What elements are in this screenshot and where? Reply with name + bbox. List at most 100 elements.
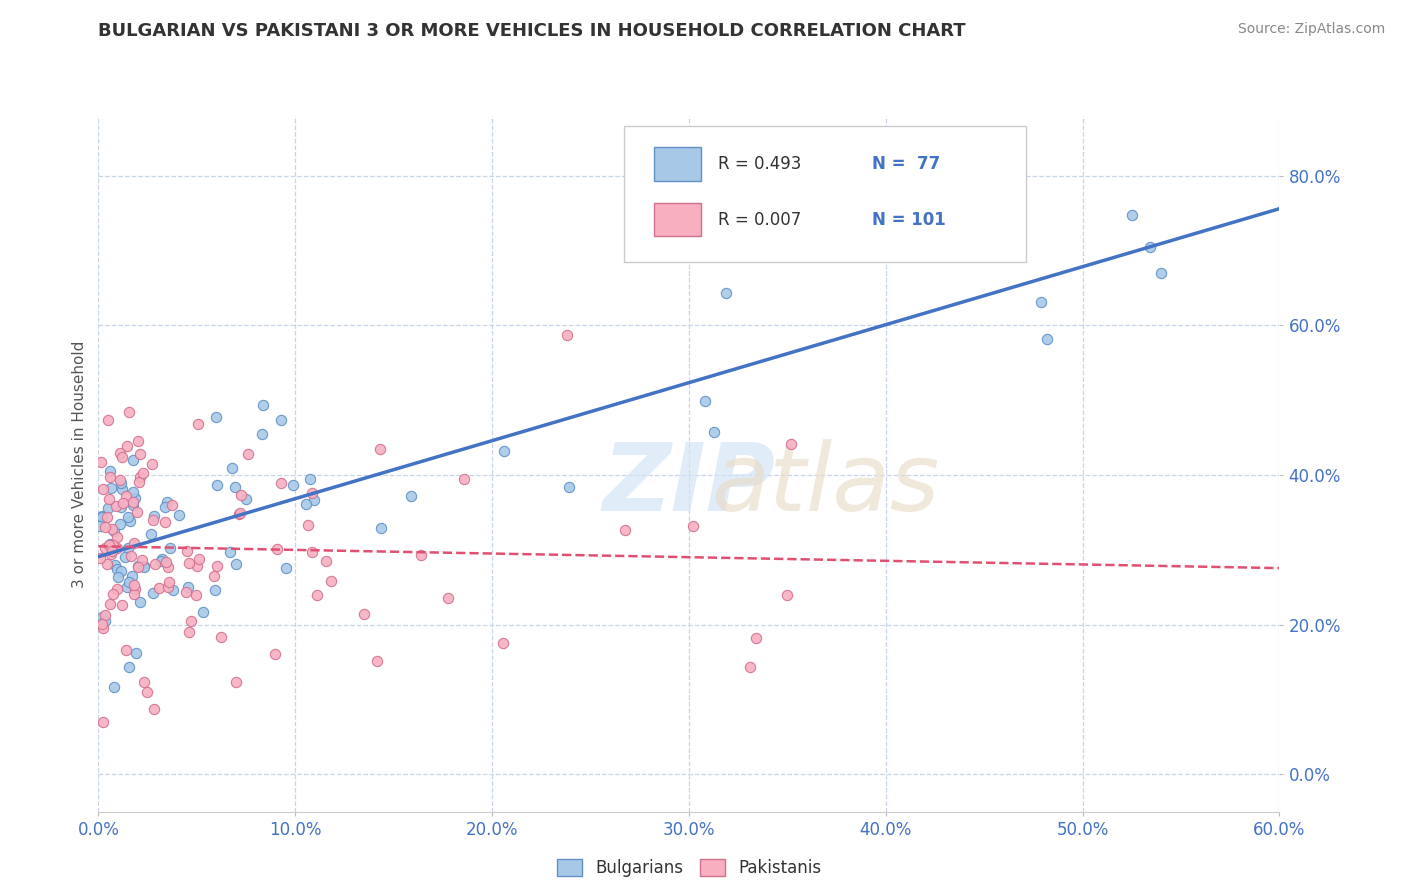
Point <box>96 412 118 426</box>
Point <box>115 439 138 453</box>
Point <box>321 574 343 588</box>
Point <box>148 582 170 596</box>
Point <box>115 489 138 503</box>
Text: N =  77: N = 77 <box>872 155 941 173</box>
Point <box>177 556 200 570</box>
Point <box>202 568 225 582</box>
Point <box>180 614 202 628</box>
Point <box>205 559 228 574</box>
Point <box>159 574 181 589</box>
Point <box>104 558 127 572</box>
Point <box>118 659 141 673</box>
Point <box>142 701 165 715</box>
Point <box>118 405 141 419</box>
Point <box>136 685 159 699</box>
Point <box>132 559 155 574</box>
Point <box>492 635 515 649</box>
Point <box>101 538 124 552</box>
Point <box>453 472 475 486</box>
Point <box>155 515 177 529</box>
FancyBboxPatch shape <box>624 127 1025 262</box>
Point <box>98 597 121 611</box>
Point <box>224 480 246 494</box>
Point <box>91 482 114 496</box>
Point <box>128 475 150 490</box>
Point <box>105 529 128 543</box>
Point <box>353 607 375 621</box>
Point <box>110 476 132 491</box>
Point <box>370 521 392 535</box>
Point <box>132 560 155 574</box>
Bar <box>654 203 700 236</box>
Point <box>121 569 143 583</box>
Point <box>162 582 184 597</box>
Point <box>91 715 114 730</box>
Point <box>93 541 115 556</box>
Point <box>143 509 166 524</box>
Point <box>121 495 143 509</box>
Point <box>96 510 118 524</box>
Point <box>105 541 128 556</box>
Point <box>94 614 117 628</box>
Point <box>276 560 298 574</box>
Point <box>143 557 166 571</box>
Text: N = 101: N = 101 <box>872 211 946 228</box>
Text: ZIP: ZIP <box>603 439 775 531</box>
Point <box>124 582 146 596</box>
Point <box>110 564 132 578</box>
Point <box>250 427 273 442</box>
Point <box>129 447 152 461</box>
Point <box>225 675 247 690</box>
Text: atlas: atlas <box>710 439 939 530</box>
Point <box>156 559 179 574</box>
Point <box>941 167 963 181</box>
Point <box>177 580 200 594</box>
Text: BULGARIAN VS PAKISTANI 3 OR MORE VEHICLES IN HOUSEHOLD CORRELATION CHART: BULGARIAN VS PAKISTANI 3 OR MORE VEHICLE… <box>98 22 966 40</box>
Point <box>297 517 319 532</box>
Point <box>91 621 114 635</box>
Point <box>1029 295 1052 310</box>
Point <box>111 496 134 510</box>
Point <box>295 497 318 511</box>
Point <box>110 450 132 464</box>
Point <box>127 505 149 519</box>
Point <box>492 444 515 458</box>
Point <box>155 555 177 569</box>
Point <box>94 608 117 623</box>
Point <box>125 646 148 660</box>
Point <box>221 461 243 475</box>
Point <box>174 585 197 599</box>
Point <box>263 648 285 662</box>
Point <box>96 558 118 572</box>
Point <box>91 509 114 524</box>
Text: Source: ZipAtlas.com: Source: ZipAtlas.com <box>1237 22 1385 37</box>
Point <box>1121 208 1143 222</box>
Point <box>187 417 209 431</box>
Point <box>156 494 179 508</box>
Point <box>307 588 329 602</box>
Point <box>235 491 257 506</box>
Point <box>127 434 149 448</box>
Point <box>281 478 304 492</box>
Point <box>205 477 228 491</box>
Point <box>98 465 121 479</box>
Point <box>555 327 578 342</box>
Point <box>115 580 138 594</box>
Point <box>156 581 179 595</box>
Point <box>695 393 717 408</box>
Point <box>682 518 704 533</box>
Point <box>301 545 323 559</box>
Point <box>97 500 120 515</box>
Point <box>176 544 198 558</box>
Point <box>740 660 762 674</box>
Point <box>122 587 145 601</box>
Point <box>122 535 145 549</box>
Bar <box>654 147 700 181</box>
Point <box>186 588 208 602</box>
Point <box>117 509 139 524</box>
Point <box>132 466 155 480</box>
Point <box>89 550 111 565</box>
Point <box>122 578 145 592</box>
Point <box>90 510 112 524</box>
Point <box>98 470 121 484</box>
